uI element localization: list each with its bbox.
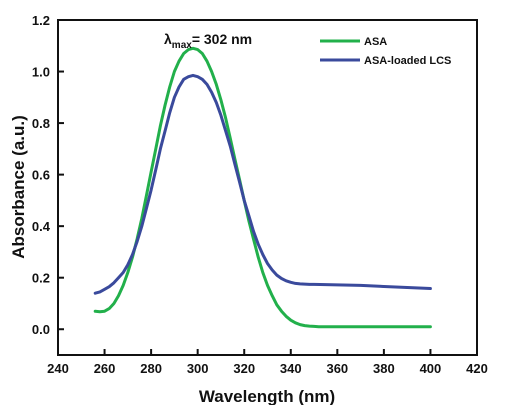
y-tick-label: 0.8 [32,116,50,131]
lambda-value: = 302 nm [192,31,252,47]
y-axis-label: Absorbance (a.u.) [9,115,28,259]
lambda-symbol: λ [164,31,172,47]
legend-label-asa: ASA [364,36,387,48]
lambda-subscript: max [172,40,192,51]
x-tick-label: 280 [140,361,162,376]
plot-frame [57,19,478,356]
lambda-max-annotation: λmax= 302 nm [164,31,252,51]
x-tick-label: 240 [47,361,69,376]
asa-loaded-lcs-line [93,73,432,295]
x-tick-label: 320 [233,361,255,376]
x-axis-label: Wavelength (nm) [199,387,335,405]
y-tick-label: 1.0 [32,65,50,80]
x-tick-label: 400 [420,361,442,376]
y-tick-label: 0.2 [32,271,50,286]
x-tick-label: 340 [280,361,302,376]
x-tick-label: 360 [326,361,348,376]
y-tick-label: 0.0 [32,322,50,337]
legend: ASA ASA-loaded LCS [320,36,451,67]
x-tick-label: 380 [373,361,395,376]
x-tick-label: 300 [187,361,209,376]
x-tick-label: 260 [94,361,116,376]
x-tick-label: 420 [466,361,488,376]
y-tick-label: 1.2 [32,13,50,28]
series-layer [93,46,432,329]
legend-label-asa-lcs: ASA-loaded LCS [364,55,451,67]
x-axis-ticks: 240 260 280 300 320 340 360 380 400 420 [47,349,488,376]
y-tick-label: 0.4 [32,219,51,234]
y-tick-label: 0.6 [32,168,50,183]
y-axis-ticks: 0.0 0.2 0.4 0.6 0.8 1.0 1.2 [32,13,64,337]
